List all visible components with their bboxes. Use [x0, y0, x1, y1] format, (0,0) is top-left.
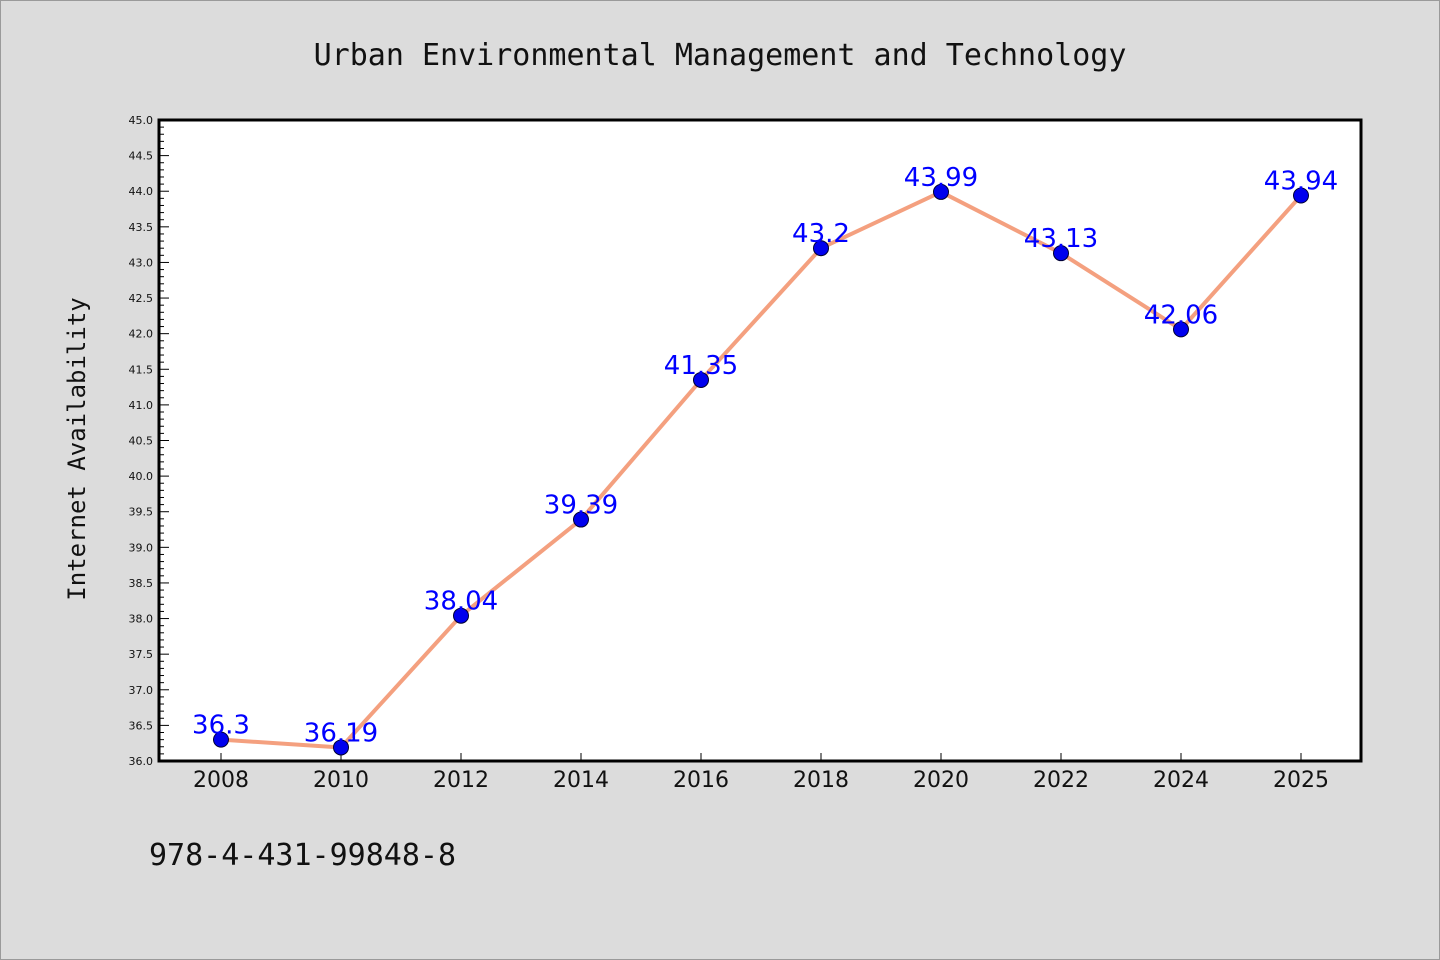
- y-tick-label: 43.5: [129, 221, 154, 234]
- x-tick-label: 2024: [1153, 768, 1209, 793]
- y-axis-label: Internet Availability: [63, 297, 91, 600]
- isbn-footer: 978-4-431-99848-8: [149, 838, 456, 873]
- chart-title: Urban Environmental Management and Techn…: [314, 38, 1127, 73]
- x-tick-label: 2025: [1273, 768, 1329, 793]
- y-tick-label: 41.5: [129, 363, 154, 376]
- y-axis-ticks: 36.0 36.5 37.0 37.5 38.0 38.5 39.0 39.5 40.0 40.5…: [129, 114, 169, 768]
- data-point: [933, 183, 949, 200]
- y-tick-label: 42.0: [129, 328, 154, 341]
- y-tick-label: 43.0: [129, 256, 154, 269]
- y-tick-label: 37.5: [129, 648, 154, 661]
- y-tick-label: 37.0: [129, 684, 154, 697]
- y-tick-label: 42.5: [129, 292, 154, 305]
- data-label: 41.35: [664, 351, 738, 381]
- x-tick-label: 2022: [1033, 768, 1089, 793]
- data-point: [213, 731, 229, 748]
- data-point: [1173, 321, 1189, 338]
- x-tick-label: 2012: [433, 768, 489, 793]
- x-tick-label: 2008: [193, 768, 249, 793]
- y-tick-label: 38.5: [129, 577, 154, 590]
- data-label: 43.99: [904, 163, 978, 193]
- data-label: 43.94: [1264, 166, 1338, 196]
- y-tick-label: 44.0: [129, 185, 154, 198]
- data-point: [333, 739, 349, 756]
- data-label: 43.13: [1024, 224, 1098, 254]
- y-tick-label: 36.5: [129, 719, 154, 732]
- y-tick-label: 39.0: [129, 541, 154, 554]
- data-label: 38.04: [424, 587, 498, 617]
- y-tick-label: 39.5: [129, 506, 154, 519]
- x-tick-label: 2010: [313, 768, 369, 793]
- data-point: [1293, 187, 1309, 204]
- data-point: [573, 511, 589, 528]
- data-point: [1053, 245, 1069, 262]
- data-point: [453, 607, 469, 624]
- x-tick-label: 2018: [793, 768, 849, 793]
- y-tick-label: 40.5: [129, 435, 154, 448]
- plot-area: [157, 118, 1363, 763]
- y-tick-label: 41.0: [129, 399, 154, 412]
- x-axis-ticks: 2008 2010 2012 2014 2016 2018 2020 2022 2024 2025: [193, 753, 1329, 793]
- data-label: 42.06: [1144, 300, 1218, 330]
- y-tick-label: 38.0: [129, 613, 154, 626]
- data-label: 43.2: [792, 219, 850, 249]
- data-label: 36.3: [192, 711, 250, 741]
- data-label: 36.19: [304, 718, 378, 748]
- data-labels: 36.3 36.19 38.04 39.39 41.35 43.2 43.99 43.13 42…: [192, 163, 1338, 749]
- x-tick-label: 2014: [553, 768, 609, 793]
- x-tick-label: 2020: [913, 768, 969, 793]
- y-tick-label: 45.0: [129, 114, 154, 127]
- data-markers: [213, 183, 1309, 756]
- series-line: [220, 189, 1303, 750]
- y-tick-label: 44.5: [129, 150, 154, 163]
- data-point: [693, 371, 709, 388]
- x-tick-label: 2016: [673, 768, 729, 793]
- data-point: [813, 240, 829, 257]
- data-label: 39.39: [544, 491, 618, 521]
- y-tick-label: 40.0: [129, 470, 154, 483]
- y-tick-label: 36.0: [129, 755, 154, 768]
